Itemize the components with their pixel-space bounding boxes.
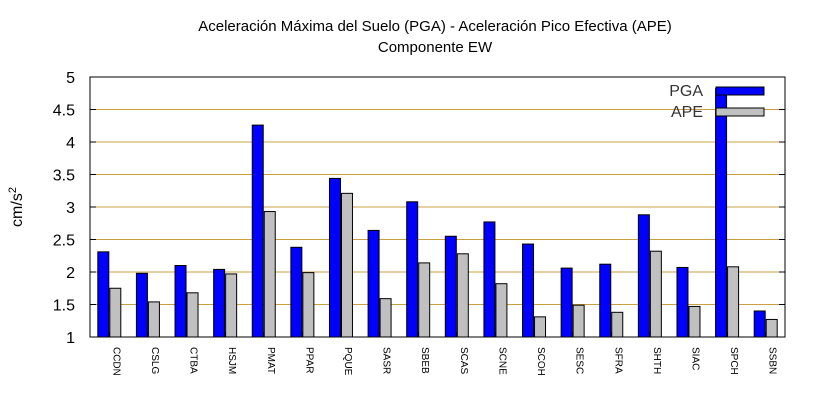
- x-tick-label: SIAC: [689, 347, 700, 370]
- y-tick-label: 4.5: [53, 103, 75, 120]
- x-tick-label: SSBN: [767, 347, 778, 374]
- y-tick-label: 2.5: [53, 233, 75, 250]
- bar-ape-ppar: [302, 272, 315, 338]
- plot-border: [89, 76, 786, 338]
- grid-layer: [90, 109, 785, 305]
- bar-ape-ctba: [186, 292, 199, 338]
- bar-pga-ssbn: [753, 310, 766, 338]
- y-tick-label: 4: [66, 135, 75, 152]
- bar-ape-sasr: [379, 298, 392, 338]
- x-tick-label: SCNE: [496, 347, 507, 375]
- x-tick-label: SFRA: [612, 347, 623, 374]
- x-tick-label: SHTH: [651, 347, 662, 374]
- bar-pga-ctba: [174, 265, 187, 338]
- bar-pga-scas: [444, 235, 457, 338]
- chart-subtitle: Componente EW: [378, 39, 493, 56]
- bar-pga-scne: [483, 221, 496, 338]
- bar-ape-pque: [340, 192, 353, 338]
- y-tick-label: 1: [66, 330, 75, 347]
- y-axis-label-base: cm/s: [9, 193, 26, 227]
- y-tick-label: 1.5: [53, 298, 75, 315]
- legend-swatch-ape: [715, 107, 765, 117]
- chart-title: Aceleración Máxima del Suelo (PGA) - Ace…: [198, 18, 672, 35]
- legend-label-pga: PGA: [669, 83, 703, 100]
- legend-label-ape: APE: [671, 104, 703, 121]
- bar-pga-siac: [676, 266, 689, 338]
- y-tick-label: 5: [66, 70, 75, 87]
- bar-pga-sfra: [599, 263, 612, 338]
- x-tick-label: SESC: [574, 347, 585, 374]
- legend: PGA APE: [669, 83, 765, 121]
- y-tick-label: 2: [66, 265, 75, 282]
- axis-layer: 1 1.5 2 2.5 3 3.5 4 4.5 5 CCDN CSLG CTBA HSJM PMAT PPA…: [53, 70, 786, 376]
- bar-ape-spch: [727, 266, 740, 338]
- bar-pga-cslg: [135, 272, 148, 338]
- y-tick-label: 3.5: [53, 168, 75, 185]
- bar-ape-ssbn: [765, 318, 778, 338]
- bar-pga-pmat: [251, 124, 264, 338]
- bar-ape-cslg: [147, 301, 160, 338]
- legend-swatch-pga: [715, 86, 765, 96]
- x-tick-label: PQUE: [342, 347, 353, 376]
- x-tick-label: PPAR: [303, 347, 314, 374]
- x-tick-label: CSLG: [149, 347, 160, 374]
- bar-ape-sfra: [611, 311, 624, 338]
- bar-pga-ccdn: [97, 251, 110, 338]
- x-tick-label: SCOH: [535, 347, 546, 376]
- y-axis-label-exponent: 2: [7, 187, 19, 193]
- bar-pga-sasr: [367, 229, 380, 338]
- bar-pga-scoh: [522, 243, 535, 338]
- x-tick-label: PMAT: [265, 347, 276, 374]
- bar-pga-sbeb: [406, 201, 419, 338]
- bar-ape-siac: [688, 305, 701, 338]
- bar-ape-hsjm: [225, 273, 238, 338]
- x-tick-label: CCDN: [110, 347, 121, 376]
- bar-pga-hsjm: [213, 268, 226, 338]
- bar-ape-shth: [649, 250, 662, 338]
- y-axis-label: cm/s2: [7, 187, 26, 227]
- x-tick-label: CTBA: [188, 347, 199, 374]
- bar-ape-scas: [456, 253, 469, 338]
- bar-pga-shth: [637, 214, 650, 338]
- bar-pga-ppar: [290, 246, 303, 338]
- bar-ape-pmat: [263, 211, 276, 338]
- bar-ape-ccdn: [109, 287, 122, 338]
- bar-pga-sesc: [560, 267, 573, 338]
- bar-ape-sesc: [572, 304, 585, 338]
- bars-layer: [97, 88, 778, 338]
- bar-ape-scoh: [534, 316, 547, 338]
- x-tick-label: SASR: [381, 347, 392, 374]
- y-tick-label: 3: [66, 200, 75, 217]
- bar-ape-sbeb: [418, 262, 431, 338]
- bar-ape-scne: [495, 283, 508, 338]
- x-tick-label: SPCH: [728, 347, 739, 375]
- x-tick-label: SBEB: [419, 347, 430, 374]
- bar-pga-spch: [715, 88, 728, 338]
- bar-pga-pque: [328, 177, 341, 338]
- x-tick-label: SCAS: [458, 347, 469, 375]
- x-tick-label: HSJM: [226, 347, 237, 374]
